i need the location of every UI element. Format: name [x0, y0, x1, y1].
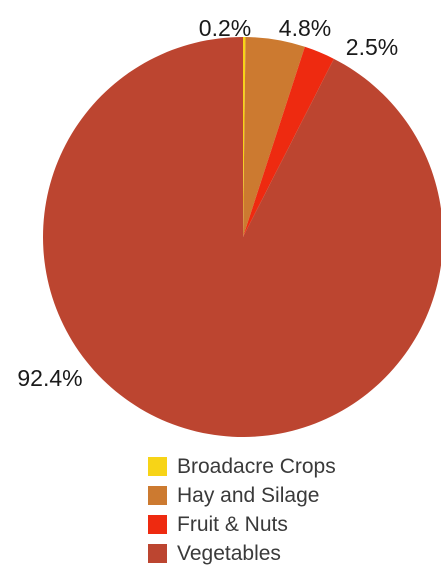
slice-label-hay-and-silage: 4.8%: [279, 15, 331, 41]
legend-swatch-fruit-and-nuts: [148, 515, 167, 534]
legend-item-broadacre-crops: Broadacre Crops: [148, 452, 336, 481]
legend-label-broadacre-crops: Broadacre Crops: [177, 454, 336, 478]
legend: Broadacre Crops Hay and Silage Fruit & N…: [148, 452, 336, 568]
pie-slices: [43, 37, 441, 437]
pie-slice-hay-and-silage: [243, 37, 305, 237]
legend-item-hay-and-silage: Hay and Silage: [148, 481, 336, 510]
pie-slice-fruit-and-nuts: [243, 46, 334, 238]
legend-item-vegetables: Vegetables: [148, 539, 336, 568]
pie-slice-vegetables: [43, 37, 441, 437]
slice-label-broadacre-crops: 0.2%: [199, 15, 251, 41]
legend-swatch-broadacre-crops: [148, 457, 167, 476]
legend-label-hay-and-silage: Hay and Silage: [177, 483, 320, 507]
slice-label-fruit-and-nuts: 2.5%: [346, 34, 398, 60]
legend-item-fruit-and-nuts: Fruit & Nuts: [148, 510, 336, 539]
legend-swatch-hay-and-silage: [148, 486, 167, 505]
legend-label-fruit-and-nuts: Fruit & Nuts: [177, 512, 288, 536]
legend-swatch-vegetables: [148, 544, 167, 563]
slice-label-vegetables: 92.4%: [17, 365, 82, 391]
pie-slice-broadacre-crops: [243, 37, 246, 237]
legend-label-vegetables: Vegetables: [177, 541, 281, 565]
